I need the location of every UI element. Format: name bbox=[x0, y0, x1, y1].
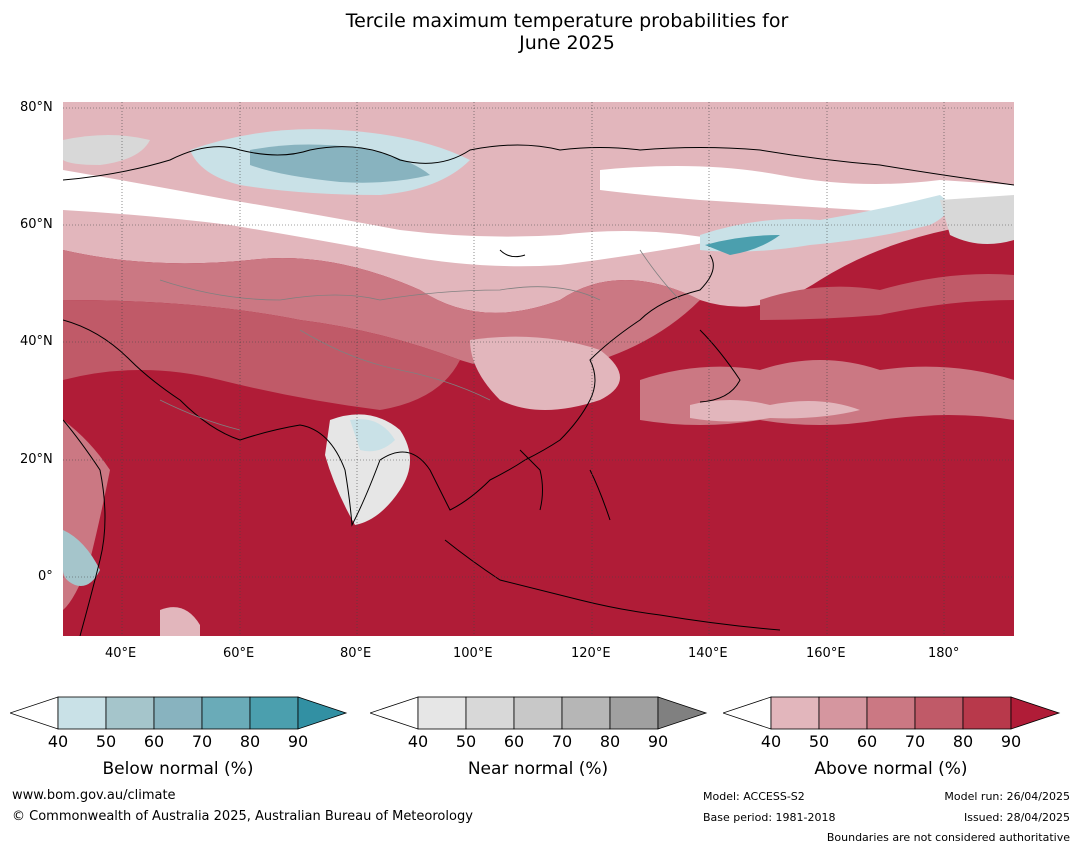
coastlines bbox=[63, 144, 1014, 636]
colorbar-near-cell bbox=[465, 696, 515, 730]
colorbar-near-normal bbox=[370, 696, 708, 730]
base-period: Base period: 1981-2018 bbox=[703, 811, 836, 824]
lon-label: 120°E bbox=[571, 646, 611, 661]
colorbar-tick: 40 bbox=[407, 732, 429, 751]
colorbar-tick: 90 bbox=[287, 732, 309, 751]
border-middle-east bbox=[159, 399, 241, 431]
lat-label: 40°N bbox=[20, 334, 53, 349]
colorbar-tick: 50 bbox=[95, 732, 117, 751]
field-below-40-india bbox=[350, 419, 395, 452]
colorbar-above-cell bbox=[770, 696, 820, 730]
colorbar-below-normal bbox=[10, 696, 348, 730]
colorbar-tick: 70 bbox=[551, 732, 573, 751]
colorbar-tick: 90 bbox=[647, 732, 669, 751]
colorbar-near-max-arrow bbox=[657, 696, 708, 730]
copyright-text: © Commonwealth of Australia 2025, Austra… bbox=[12, 809, 473, 824]
boundaries-disclaimer: Boundaries are not considered authoritat… bbox=[826, 831, 1070, 844]
colorbar-near-cell bbox=[609, 696, 659, 730]
lon-label: 140°E bbox=[688, 646, 728, 661]
borders bbox=[159, 249, 681, 431]
issued-date: Issued: 28/04/2025 bbox=[963, 811, 1070, 824]
border-himalaya bbox=[299, 329, 491, 401]
colorbar-near-cell bbox=[513, 696, 563, 730]
field-above-80-npac bbox=[760, 274, 1014, 320]
field-white-siberia bbox=[600, 166, 1014, 212]
coast-africa bbox=[63, 419, 106, 636]
coast-arctic bbox=[63, 144, 1014, 186]
coast-asia bbox=[63, 254, 714, 527]
field-above-40-pacific bbox=[690, 400, 860, 422]
field-below-80-east bbox=[705, 235, 780, 255]
colorbar-tick: 70 bbox=[191, 732, 213, 751]
coast-maritime bbox=[444, 539, 781, 631]
lat-label: 60°N bbox=[20, 217, 53, 232]
colorbar-tick: 60 bbox=[856, 732, 878, 751]
colorbar-below-min-arrow bbox=[10, 696, 59, 730]
lon-label: 160°E bbox=[806, 646, 846, 661]
colorbar-below-cell bbox=[201, 696, 251, 730]
colorbar-tick: 60 bbox=[143, 732, 165, 751]
colorbar-near-title: Near normal (%) bbox=[467, 759, 609, 779]
colorbar-above-normal bbox=[723, 696, 1061, 730]
colorbar-above-cell bbox=[962, 696, 1012, 730]
map-title-line1: Tercile maximum temperature probabilitie… bbox=[345, 10, 789, 32]
colorbar-below-max-arrow bbox=[297, 696, 348, 730]
colorbar-tick: 40 bbox=[47, 732, 69, 751]
colorbar-tick: 70 bbox=[904, 732, 926, 751]
colorbar-tick: 50 bbox=[808, 732, 830, 751]
lon-label: 60°E bbox=[223, 646, 255, 661]
probability-map bbox=[63, 102, 1014, 636]
lon-label: 40°E bbox=[105, 646, 137, 661]
colorbar-below-cell bbox=[105, 696, 155, 730]
colorbar-tick: 50 bbox=[455, 732, 477, 751]
colorbar-above-cell bbox=[866, 696, 916, 730]
colorbar-near-cell bbox=[417, 696, 467, 730]
colorbar-tick: 80 bbox=[952, 732, 974, 751]
lon-label: 100°E bbox=[453, 646, 493, 661]
field-below-50-africa bbox=[63, 530, 100, 586]
colorbar-tick: 40 bbox=[760, 732, 782, 751]
map-title-line2: June 2025 bbox=[519, 32, 615, 54]
colorbar-above-cell bbox=[818, 696, 868, 730]
colorbar-tick: 60 bbox=[503, 732, 525, 751]
colorbar-below-title: Below normal (%) bbox=[102, 759, 254, 779]
colorbar-tick: 80 bbox=[239, 732, 261, 751]
colorbar-above-min-arrow bbox=[723, 696, 772, 730]
colorbar-above-cell bbox=[914, 696, 964, 730]
border-russia-south bbox=[159, 279, 601, 301]
lat-label: 80°N bbox=[20, 100, 53, 115]
lon-label: 80°E bbox=[340, 646, 372, 661]
field-near-50-nw bbox=[63, 135, 150, 165]
field-above-40-indian-ocean bbox=[160, 607, 200, 636]
lat-label: 0° bbox=[38, 569, 53, 584]
colorbar-tick: 80 bbox=[599, 732, 621, 751]
field-above-40-china bbox=[470, 336, 620, 410]
border-china-north bbox=[639, 249, 681, 301]
map-title: Tercile maximum temperature probabilitie… bbox=[0, 10, 1081, 54]
field-white-north bbox=[63, 170, 720, 267]
colorbar-below-cell bbox=[153, 696, 203, 730]
colorbar-near-cell bbox=[561, 696, 611, 730]
colorbar-above-max-arrow bbox=[1010, 696, 1061, 730]
field-near-50-ne bbox=[940, 195, 1014, 244]
model-name: Model: ACCESS-S2 bbox=[703, 790, 805, 803]
graticule bbox=[63, 102, 1014, 636]
website-link[interactable]: www.bom.gov.au/climate bbox=[12, 788, 176, 803]
field-above-80-asia bbox=[63, 300, 460, 410]
colorbar-near-min-arrow bbox=[370, 696, 419, 730]
coast-baikal bbox=[499, 249, 526, 258]
colorbar-above-title: Above normal (%) bbox=[814, 759, 968, 779]
coast-indochina bbox=[519, 449, 543, 511]
model-run-date: Model run: 26/04/2025 bbox=[944, 790, 1070, 803]
colorbar-below-cell bbox=[249, 696, 299, 730]
coast-philippines bbox=[589, 469, 611, 521]
lat-label: 20°N bbox=[20, 452, 53, 467]
colorbar-tick: 90 bbox=[1000, 732, 1022, 751]
colorbar-below-cell bbox=[57, 696, 107, 730]
map-field bbox=[63, 102, 1014, 636]
lon-label: 180° bbox=[928, 646, 960, 661]
